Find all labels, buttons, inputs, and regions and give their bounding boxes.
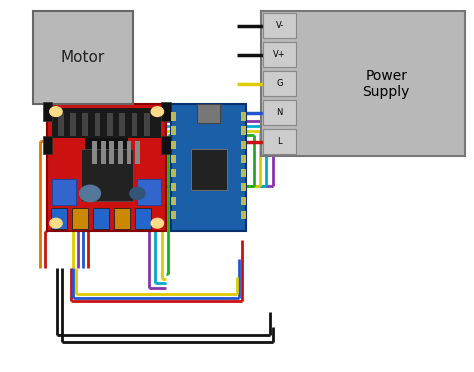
Bar — [85, 138, 128, 167]
Bar — [58, 113, 64, 136]
Bar — [171, 183, 176, 191]
Bar — [241, 141, 246, 149]
Bar — [161, 136, 171, 154]
Bar — [135, 141, 140, 164]
Bar — [171, 155, 176, 163]
Bar — [52, 179, 76, 205]
Bar — [171, 197, 176, 205]
Bar — [171, 104, 246, 231]
Circle shape — [151, 218, 164, 228]
Bar — [82, 113, 88, 136]
Bar — [118, 141, 123, 164]
Bar — [107, 113, 113, 136]
Bar — [92, 141, 97, 164]
Bar — [171, 112, 176, 121]
Bar — [132, 113, 137, 136]
Bar — [43, 102, 52, 121]
Circle shape — [130, 187, 145, 199]
Bar — [171, 169, 176, 177]
Bar — [171, 211, 176, 219]
Circle shape — [50, 218, 62, 228]
Bar — [93, 208, 109, 229]
Circle shape — [80, 185, 100, 202]
Bar — [171, 141, 176, 149]
Bar — [135, 208, 151, 229]
Bar — [263, 100, 296, 125]
Text: L: L — [277, 137, 282, 146]
Bar — [33, 11, 133, 104]
Bar — [263, 13, 296, 38]
Bar — [241, 155, 246, 163]
Bar — [191, 149, 227, 190]
Bar — [171, 126, 176, 135]
Text: Power
Supply: Power Supply — [363, 68, 410, 99]
Bar — [261, 11, 465, 156]
Bar — [241, 211, 246, 219]
Bar — [109, 141, 114, 164]
Bar — [263, 129, 296, 154]
Bar — [95, 113, 100, 136]
Text: V-: V- — [275, 21, 284, 30]
Bar — [43, 136, 52, 154]
Bar — [241, 197, 246, 205]
Bar — [241, 112, 246, 121]
Bar — [47, 104, 166, 231]
Bar — [144, 113, 150, 136]
Bar — [81, 149, 133, 201]
Bar — [137, 179, 161, 205]
Text: V+: V+ — [273, 50, 286, 59]
Bar — [52, 108, 161, 138]
Bar — [241, 126, 246, 135]
Circle shape — [50, 107, 62, 116]
Bar — [161, 102, 171, 121]
Bar — [241, 183, 246, 191]
Circle shape — [151, 107, 164, 116]
Bar — [119, 113, 125, 136]
Bar — [114, 208, 130, 229]
Text: G: G — [276, 79, 283, 88]
Bar — [101, 141, 106, 164]
Bar — [72, 208, 88, 229]
Bar — [127, 141, 131, 164]
Bar — [51, 208, 67, 229]
Text: Motor: Motor — [61, 50, 105, 65]
Bar — [70, 113, 76, 136]
Bar — [263, 42, 296, 67]
Bar — [241, 169, 246, 177]
Bar — [263, 71, 296, 96]
Bar — [197, 104, 220, 123]
Text: N: N — [276, 108, 283, 117]
